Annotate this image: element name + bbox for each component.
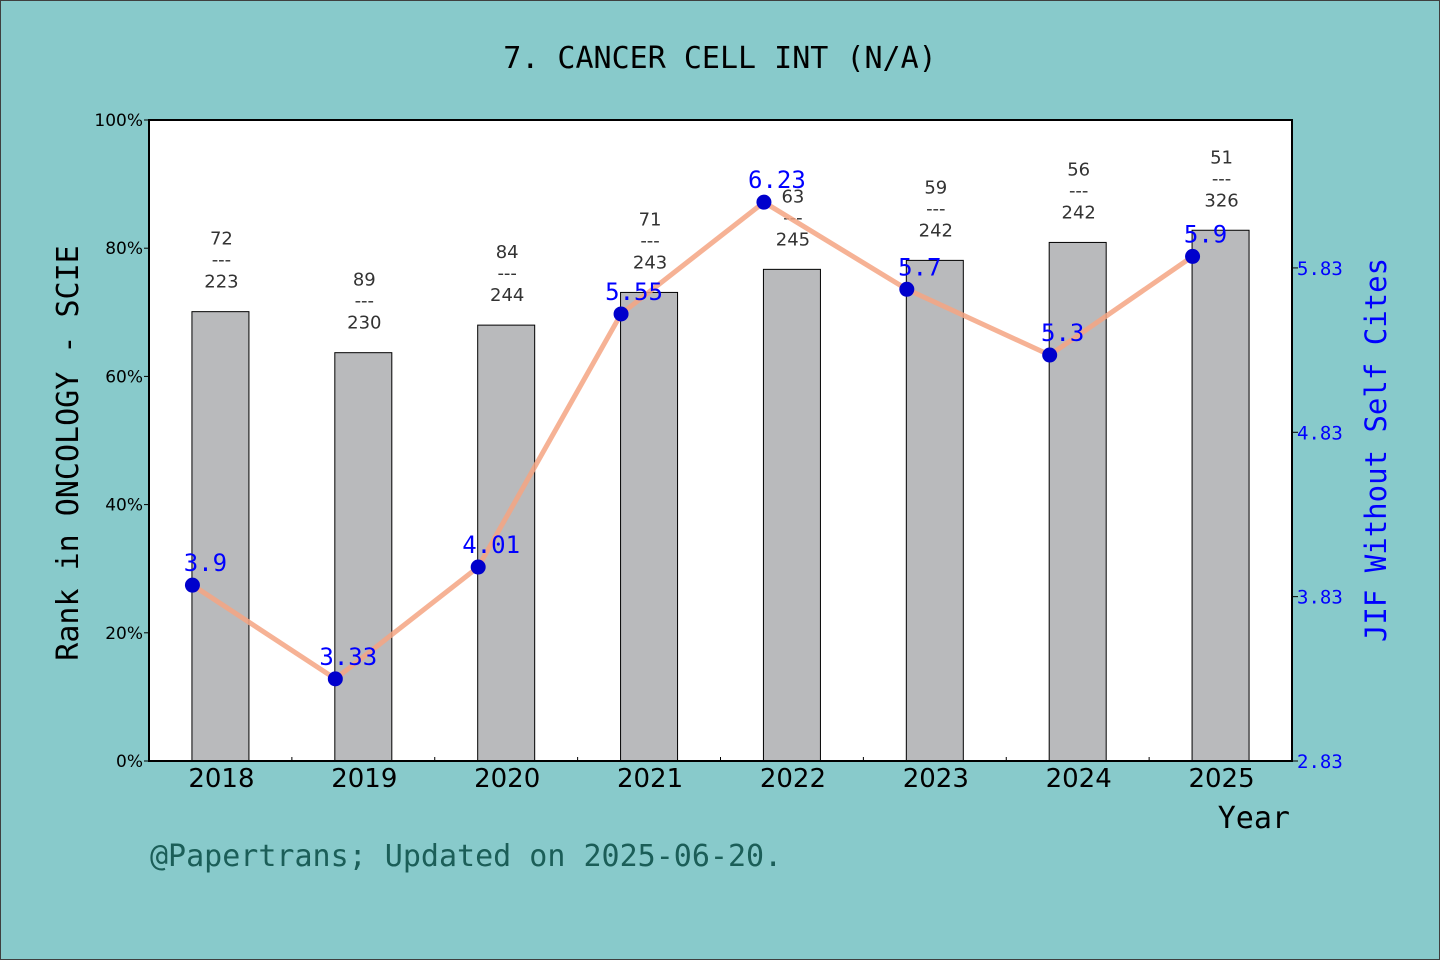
jif-point-2022 bbox=[756, 194, 772, 210]
jif-label-2020: 4.01 bbox=[462, 531, 520, 559]
rank-separator-2023: --- bbox=[926, 198, 946, 219]
y-tick-40%: 40% bbox=[105, 496, 143, 516]
y-axis-label: Rank in ONCOLOGY - SCIE bbox=[51, 245, 86, 660]
x-tick-2022: 2022 bbox=[760, 764, 826, 794]
bar-2025 bbox=[1191, 229, 1250, 762]
rank-separator-2025: --- bbox=[1212, 168, 1232, 189]
rank-label-2018: 72 bbox=[210, 229, 233, 250]
y-tick-0%: 0% bbox=[116, 752, 143, 772]
jif-label-2025: 5.9 bbox=[1184, 220, 1227, 248]
jif-line bbox=[191, 199, 1194, 682]
footer-text: @Papertrans; Updated on 2025-06-20. bbox=[150, 839, 782, 874]
rank-label-2023: 59 bbox=[924, 177, 947, 198]
rank-label-2020: 84 bbox=[496, 242, 519, 263]
rank-total-2018: 223 bbox=[204, 272, 238, 293]
y2-tick-4.83: 4.83 bbox=[1297, 422, 1343, 444]
y-tick-100%: 100% bbox=[94, 111, 143, 131]
y-tick-80%: 80% bbox=[105, 239, 143, 259]
jif-label-2021: 5.55 bbox=[605, 278, 663, 306]
y-tick-60%: 60% bbox=[105, 367, 143, 387]
chart-title: 7. CANCER CELL INT (N/A) bbox=[503, 41, 936, 76]
rank-label-2025: 51 bbox=[1210, 147, 1233, 168]
rank-separator-2024: --- bbox=[1069, 180, 1089, 201]
jif-point-2024 bbox=[1042, 347, 1058, 363]
bar-2023 bbox=[905, 259, 964, 762]
jif-point-2023 bbox=[899, 281, 915, 297]
rank-separator-2021: --- bbox=[640, 230, 660, 251]
jif-label-2023: 5.7 bbox=[898, 253, 941, 281]
bar-2020 bbox=[477, 324, 536, 762]
x-tick-2025: 2025 bbox=[1188, 764, 1254, 794]
y2-tick-5.83: 5.83 bbox=[1297, 258, 1343, 280]
rank-total-2019: 230 bbox=[347, 313, 381, 334]
y2-tick-3.83: 3.83 bbox=[1297, 587, 1343, 609]
x-tick-2020: 2020 bbox=[474, 764, 540, 794]
rank-total-2024: 242 bbox=[1062, 202, 1096, 223]
bar-2024 bbox=[1048, 241, 1107, 762]
y2-axis-label: JIF Without Self Cites bbox=[1359, 258, 1393, 642]
bar-2022 bbox=[762, 268, 821, 762]
jif-label-2022: 6.23 bbox=[748, 166, 806, 194]
jif-label-2024: 5.3 bbox=[1041, 319, 1084, 347]
rank-separator-2018: --- bbox=[212, 250, 232, 271]
x-tick-2018: 2018 bbox=[188, 764, 254, 794]
bar-2019 bbox=[334, 352, 393, 762]
rank-total-2021: 243 bbox=[633, 252, 667, 273]
jif-point-2020 bbox=[470, 559, 486, 575]
rank-total-2020: 244 bbox=[490, 285, 524, 306]
y2-tick-2.83: 2.83 bbox=[1297, 751, 1343, 773]
jif-point-2021 bbox=[613, 306, 629, 322]
jif-point-2019 bbox=[327, 671, 343, 687]
rank-label-2019: 89 bbox=[353, 270, 376, 291]
rank-total-2025: 326 bbox=[1204, 190, 1238, 211]
rank-separator-2019: --- bbox=[355, 291, 375, 312]
rank-separator-2020: --- bbox=[497, 263, 517, 284]
x-tick-2019: 2019 bbox=[331, 764, 397, 794]
rank-total-2023: 242 bbox=[919, 220, 953, 241]
bar-2018 bbox=[191, 311, 250, 762]
jif-label-2019: 3.33 bbox=[319, 643, 377, 671]
y-tick-20%: 20% bbox=[105, 624, 143, 644]
rank-total-2022: 245 bbox=[776, 229, 810, 250]
x-tick-2023: 2023 bbox=[903, 764, 969, 794]
rank-label-2022: 63 bbox=[781, 186, 804, 207]
jif-label-2018: 3.9 bbox=[184, 549, 227, 577]
x-tick-2021: 2021 bbox=[617, 764, 683, 794]
jif-point-2018 bbox=[184, 577, 200, 593]
jif-point-2025 bbox=[1185, 248, 1201, 264]
x-tick-2024: 2024 bbox=[1046, 764, 1112, 794]
bar-2021 bbox=[620, 291, 679, 762]
x-axis-label: Year bbox=[1218, 801, 1290, 836]
rank-label-2021: 71 bbox=[639, 209, 662, 230]
rank-label-2024: 56 bbox=[1067, 159, 1090, 180]
